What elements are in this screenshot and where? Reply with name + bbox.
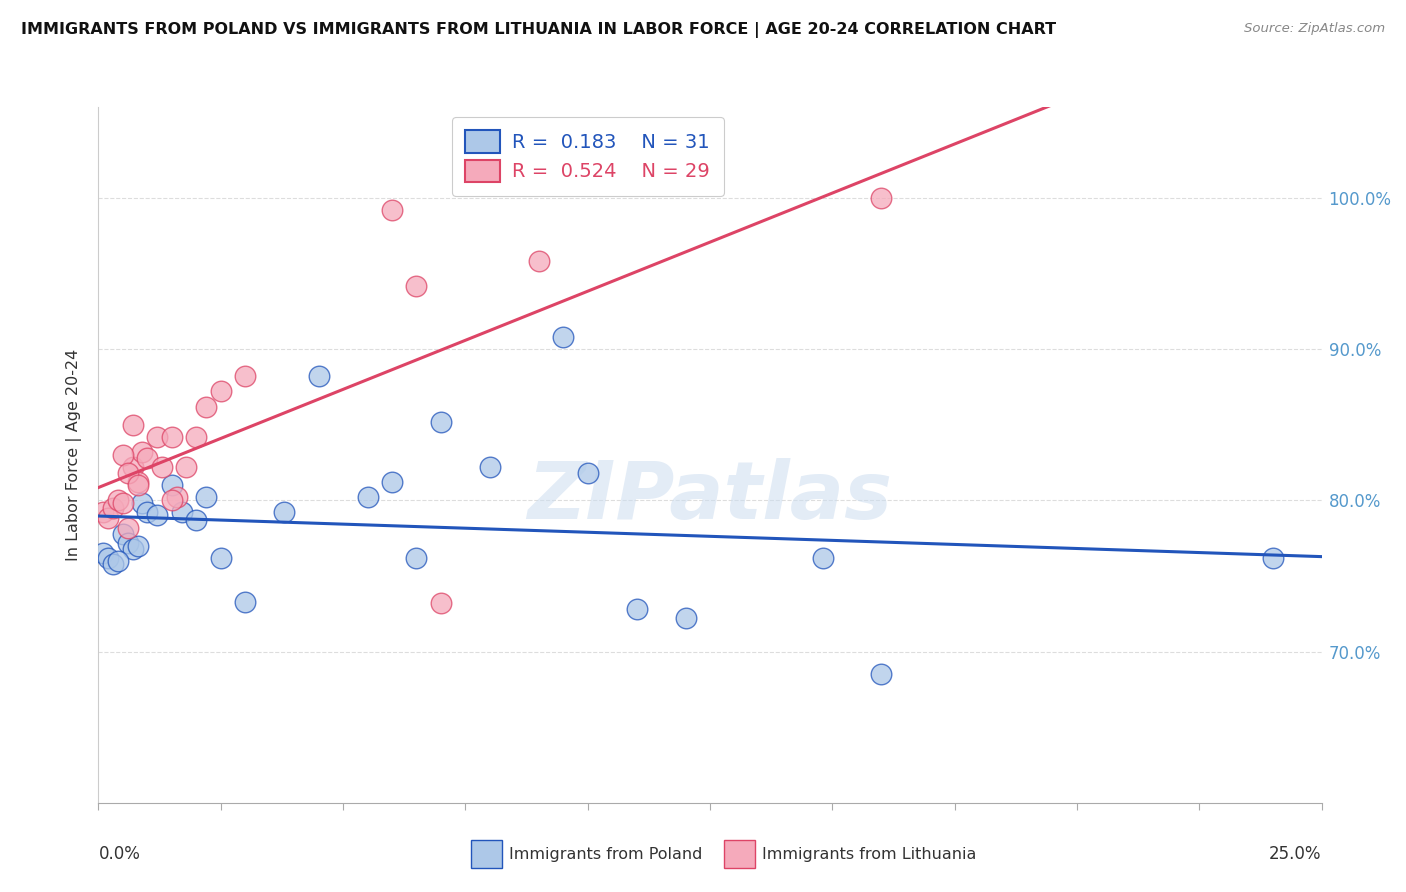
Point [1261,550,1284,565]
Point [166,490,188,504]
Text: ZIPatlas: ZIPatlas [527,458,893,536]
Point [121,417,143,432]
Point [136,505,159,519]
Point [405,278,427,293]
Point [209,384,232,399]
FancyBboxPatch shape [724,840,755,868]
Point [160,493,183,508]
Point [308,369,330,384]
Point [107,554,129,568]
Point [186,513,208,527]
FancyBboxPatch shape [471,840,502,868]
Point [117,466,139,480]
Point [97,550,120,565]
Point [146,430,169,444]
Point [111,496,134,510]
Point [107,493,129,508]
Text: 25.0%: 25.0% [1270,845,1322,863]
Point [101,500,124,515]
Point [870,191,893,205]
Point [381,202,404,217]
Point [626,602,648,616]
Point [121,541,143,556]
Point [430,596,453,610]
Point [356,490,378,504]
Point [186,430,208,444]
Point [91,505,114,519]
Point [101,557,124,571]
Text: IMMIGRANTS FROM POLAND VS IMMIGRANTS FROM LITHUANIA IN LABOR FORCE | AGE 20-24 C: IMMIGRANTS FROM POLAND VS IMMIGRANTS FRO… [21,22,1056,38]
Point [117,535,139,549]
Text: Immigrants from Poland: Immigrants from Poland [509,847,703,862]
Text: Source: ZipAtlas.com: Source: ZipAtlas.com [1244,22,1385,36]
Text: Immigrants from Lithuania: Immigrants from Lithuania [762,847,976,862]
Point [273,505,295,519]
Point [405,550,427,565]
Point [91,546,114,560]
Point [111,448,134,462]
Point [127,539,149,553]
Point [233,369,256,384]
Y-axis label: In Labor Force | Age 20-24: In Labor Force | Age 20-24 [66,349,83,561]
Point [576,466,599,480]
Point [131,496,153,510]
Point [176,460,198,475]
Point [209,550,232,565]
Point [195,400,218,414]
Point [160,430,183,444]
Text: 0.0%: 0.0% [98,845,141,863]
Point [870,667,893,681]
Point [381,475,404,490]
Point [195,490,218,504]
Point [527,254,550,268]
Point [675,611,697,625]
Point [233,594,256,608]
Point [811,550,834,565]
Point [121,460,143,475]
Point [553,330,575,344]
Point [478,460,501,475]
Point [117,520,139,534]
Point [136,450,159,465]
Point [127,475,149,490]
Point [146,508,169,523]
Point [127,478,149,492]
Point [111,526,134,541]
Point [97,511,120,525]
Point [430,415,453,429]
Point [150,460,173,475]
Point [160,478,183,492]
Legend: R =  0.183    N = 31, R =  0.524    N = 29: R = 0.183 N = 31, R = 0.524 N = 29 [451,117,724,195]
Point [131,445,153,459]
Point [170,505,193,519]
